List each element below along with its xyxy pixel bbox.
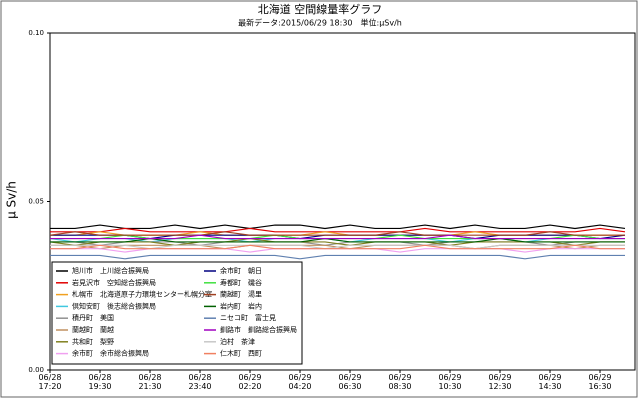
legend-label: 余市町 余市総合振興局 [72,349,149,358]
chart-title: 北海道 空間線量率グラフ [258,2,383,16]
series-line [50,254,625,260]
x-tick-label: 06/29 12:30 [488,373,512,391]
legend-label: 寿都町 磯谷 [220,278,262,287]
legend-label: 岩見沢市 空知総合振興局 [72,278,156,287]
legend-label: 旭川市 上川総合振興局 [72,266,149,275]
chart-subtitle: 最新データ:2015/06/29 18:30 単位:μSv/h [238,18,402,28]
legend-label: 仁木町 西町 [220,349,262,358]
x-tick-label: 06/29 08:30 [388,373,412,391]
x-tick-label: 06/29 14:30 [538,373,562,391]
x-tick-label: 06/29 10:30 [438,373,462,391]
legend-label: 蘭越町 湯里 [220,290,262,299]
x-tick-label: 06/29 06:30 [338,373,362,391]
legend-label: 共和町 梨野 [72,337,114,346]
legend-label: 泊村 茶津 [220,337,255,346]
series-line [50,227,626,233]
x-tick-label: 06/29 02:20 [238,373,262,391]
series-line [49,231,625,236]
x-tick-label: 06/28 23:40 [188,373,212,391]
series-line [50,234,625,240]
x-tick-label: 06/28 21:30 [138,373,162,391]
legend-label: 釧路市 釧路総合振興局 [220,325,297,334]
x-tick-label: 06/28 19:30 [88,373,112,391]
series-line [50,244,625,250]
legend-label: 岩内町 岩内 [220,301,262,310]
legend-label: 札幌市 北海道原子力環境センター札幌分室 [72,290,212,299]
x-tick-label: 06/29 04:20 [288,373,312,391]
series-line [50,224,626,230]
x-tick-label: 06/28 17:20 [38,373,62,391]
y-axis-label: μ Sv/h [5,181,19,219]
legend-label: 積丹町 美国 [72,313,114,322]
legend-label: 蘭越町 蘭越 [72,325,114,334]
legend-label: ニセコ町 富士見 [220,313,276,322]
x-tick-label: 06/29 16:30 [588,373,612,391]
legend-box [51,261,303,365]
y-tick-label: 0.10 [28,29,44,37]
legend-label: 倶知安町 後志総合振興局 [72,301,156,310]
legend-label: 余市町 朝日 [220,266,262,275]
y-tick-label: 0.00 [28,366,44,374]
y-tick-label: 0.05 [28,198,44,206]
